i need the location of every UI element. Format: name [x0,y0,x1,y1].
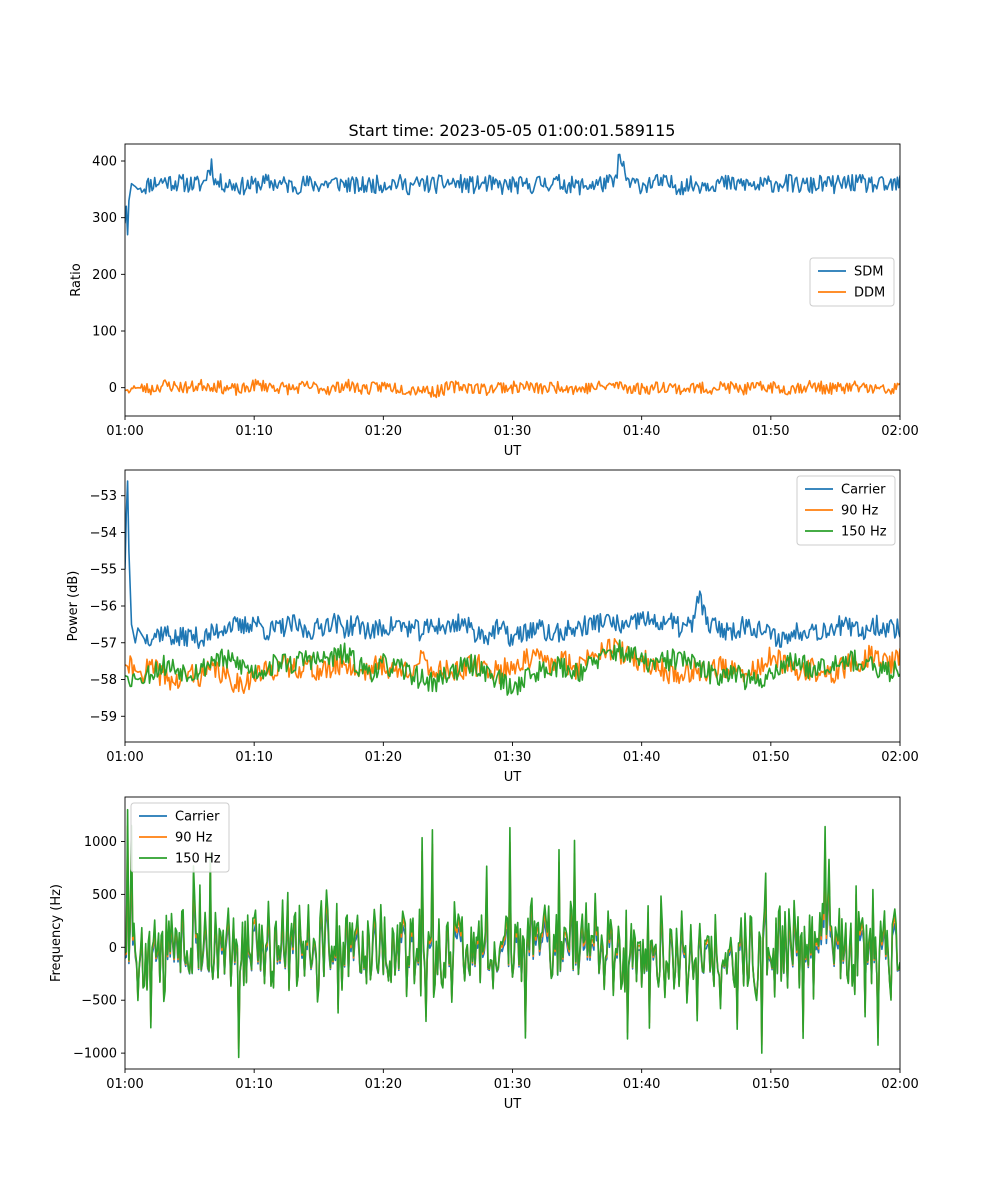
x-tick-label: 02:00 [881,1077,918,1092]
legend-label: 90 Hz [175,831,212,846]
x-axis-label: UT [504,444,522,459]
y-tick-label: −58 [90,673,117,688]
legend-label: DDM [854,286,885,301]
frequency-panel: 01:00 01:10 01:20 01:30 01:40 01:50 02:00 −1000… [49,796,919,1112]
series-line-1 [125,378,900,399]
series-line-0 [125,480,900,649]
plot-area [125,480,900,696]
y-tick-label: −500 [81,994,117,1009]
legend-label: 90 Hz [841,504,878,519]
y-axis-label: Ratio [69,263,84,296]
x-tick-label: 02:00 [881,750,918,765]
x-tick-label: 01:40 [623,424,660,439]
x-tick-label: 01:00 [106,750,143,765]
series-line-2 [125,639,900,696]
y-tick-label: 200 [92,268,117,283]
y-tick-label: −56 [90,600,117,615]
legend-label: Carrier [175,810,220,825]
x-tick-label: 01:20 [365,1077,402,1092]
x-tick-label: 01:50 [752,424,789,439]
y-tick-label: 500 [92,888,117,903]
y-tick-label: −53 [90,489,117,504]
series-line-0 [125,153,900,236]
y-tick-label: 100 [92,325,117,340]
series-line-2 [125,808,900,1059]
y-tick-label: 0 [109,381,117,396]
y-tick-label: 400 [92,155,117,170]
figure-title: Start time: 2023-05-05 01:00:01.589115 [349,121,676,140]
x-tick-label: 01:10 [235,750,272,765]
y-tick-label: −59 [90,710,117,725]
legend-label: SDM [854,265,883,280]
y-tick-label: 1000 [84,835,117,850]
x-tick-label: 01:50 [752,750,789,765]
y-tick-label: −57 [90,636,117,651]
legend: Carrier 90 Hz 150 Hz [796,475,896,546]
x-tick-label: 01:20 [365,424,402,439]
x-axis-label: UT [504,1097,522,1112]
y-tick-label: 300 [92,211,117,226]
legend-box [130,802,230,873]
y-axis-label: Frequency (Hz) [49,884,64,982]
legend: Carrier 90 Hz 150 Hz [130,802,230,873]
legend-label: 150 Hz [175,852,221,867]
axes-frame [124,469,901,743]
x-tick-label: 01:10 [235,1077,272,1092]
y-tick-label: 0 [109,941,117,956]
y-tick-label: −54 [90,526,117,541]
x-tick-label: 01:20 [365,750,402,765]
x-tick-label: 01:30 [494,424,531,439]
y-axis-label: Power (dB) [66,571,81,642]
legend: SDM DDM [809,257,895,307]
x-tick-label: 01:00 [106,424,143,439]
y-tick-label: −1000 [73,1047,117,1062]
power-panel: 01:00 01:10 01:20 01:30 01:40 01:50 02:00 −59 −5… [66,469,919,785]
x-axis-label: UT [504,770,522,785]
x-tick-label: 01:30 [494,750,531,765]
ratio-panel: 01:00 01:10 01:20 01:30 01:40 01:50 02:00 0 100 2… [69,143,919,459]
x-tick-label: 01:40 [623,1077,660,1092]
x-tick-label: 01:50 [752,1077,789,1092]
plot-area [125,153,900,399]
x-tick-label: 01:30 [494,1077,531,1092]
x-tick-label: 01:10 [235,424,272,439]
series-line-1 [125,638,900,694]
y-tick-label: −55 [90,563,117,578]
legend-label: Carrier [841,483,886,498]
x-tick-label: 01:00 [106,1077,143,1092]
axes-frame [124,796,901,1070]
x-tick-label: 02:00 [881,424,918,439]
plot-area [125,808,900,1059]
legend-label: 150 Hz [841,525,887,540]
legend-box [809,257,895,307]
x-tick-label: 01:40 [623,750,660,765]
legend-box [796,475,896,546]
